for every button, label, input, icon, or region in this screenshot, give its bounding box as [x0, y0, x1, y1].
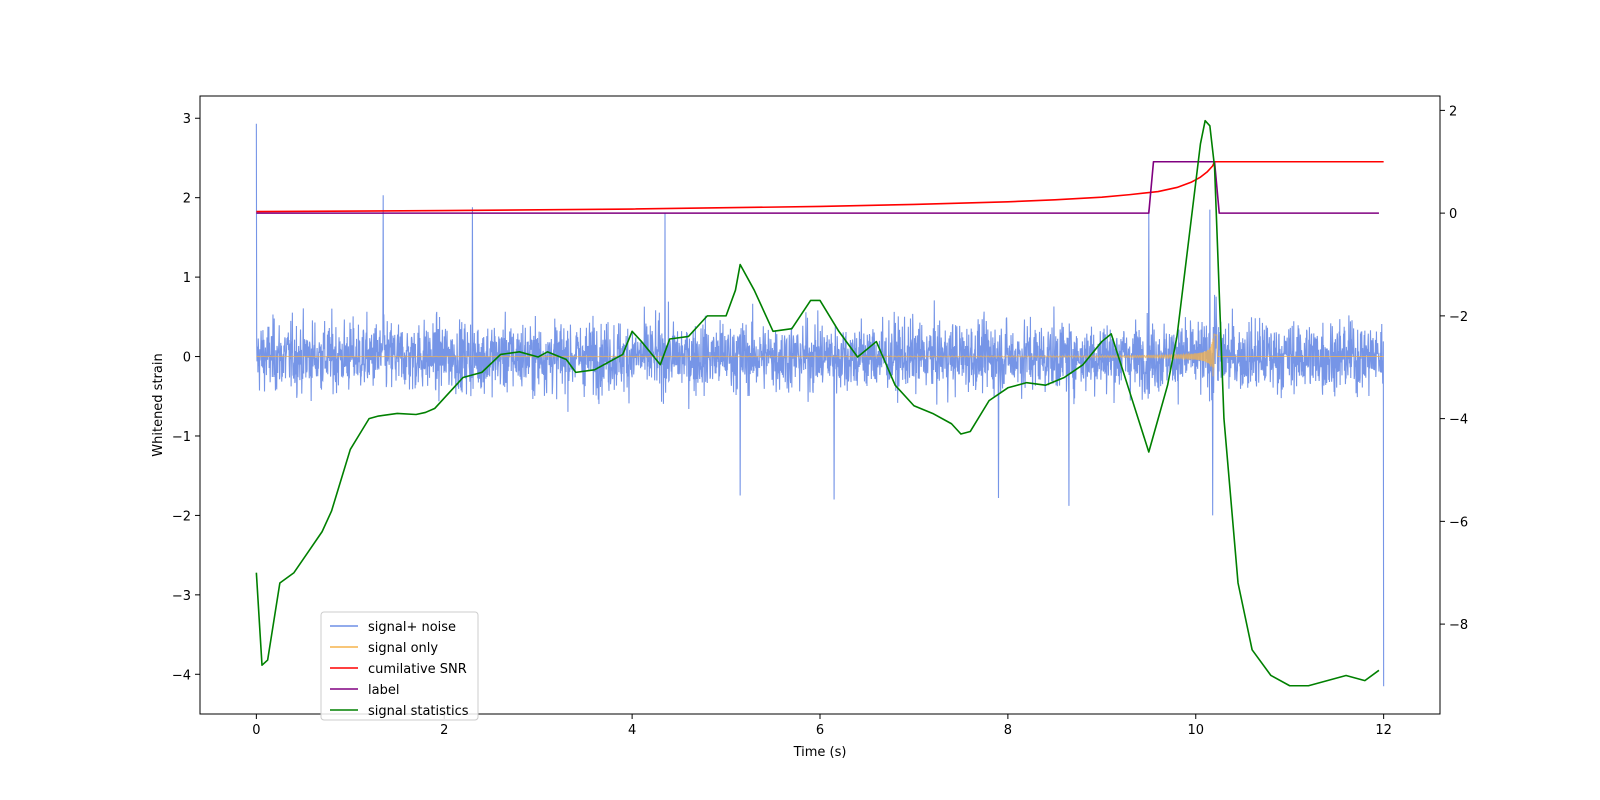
- legend-label: signal+ noise: [368, 620, 456, 635]
- y-axis-label: Whitened strain: [151, 353, 166, 456]
- y-tick-label: −3: [172, 589, 191, 604]
- y-axis-right: −8 −6 −4 −2 0 2: [1440, 104, 1468, 633]
- series-layer: [255, 119, 1385, 687]
- legend-label: cumilative SNR: [368, 662, 467, 677]
- legend-box: [320, 611, 479, 721]
- series-line-signal-statistics: [255, 119, 1380, 687]
- x-tick-label: 0: [252, 723, 260, 738]
- series-line-signal-only: [256, 333, 1384, 377]
- series-line-label: [256, 160, 1379, 214]
- series-line-signal-noise: [255, 123, 1385, 687]
- legend-label: signal statistics: [368, 704, 469, 719]
- y2-tick-label: 0: [1449, 207, 1457, 222]
- legend-label: signal only: [368, 641, 438, 656]
- y-tick-label: 3: [183, 112, 191, 127]
- y2-tick-label: −6: [1449, 515, 1468, 530]
- x-tick-label: 8: [1004, 723, 1012, 738]
- series-line-cumilative-snr: [256, 160, 1384, 213]
- y-tick-label: −2: [172, 509, 191, 524]
- x-tick-label: 2: [440, 723, 448, 738]
- y-axis-left: −4 −3 −2 −1 0 1 2 3: [172, 112, 200, 683]
- y2-tick-label: 2: [1449, 104, 1457, 119]
- legend-label: label: [368, 683, 399, 698]
- x-tick-label: 10: [1187, 723, 1204, 738]
- legend: signal+ noise signal only cumilative SNR la…: [320, 611, 479, 721]
- y-tick-label: −4: [172, 668, 191, 683]
- y-tick-label: −1: [172, 430, 191, 445]
- y2-tick-label: −4: [1449, 413, 1468, 428]
- x-tick-label: 6: [816, 723, 824, 738]
- y-tick-label: 0: [183, 351, 191, 366]
- y-tick-label: 1: [183, 271, 191, 286]
- y-tick-label: 2: [183, 192, 191, 207]
- y2-tick-label: −2: [1449, 310, 1468, 325]
- y2-tick-label: −8: [1449, 618, 1468, 633]
- x-tick-label: 4: [628, 723, 636, 738]
- x-tick-label: 12: [1375, 723, 1392, 738]
- x-axis-label: Time (s): [793, 745, 847, 760]
